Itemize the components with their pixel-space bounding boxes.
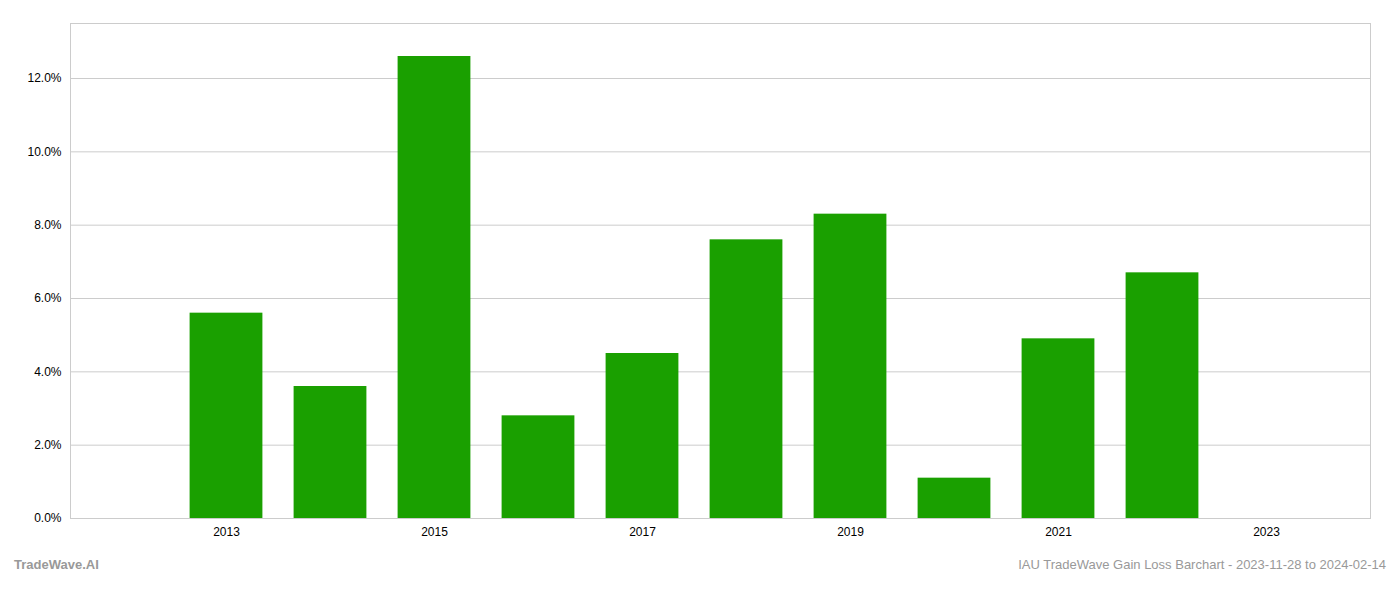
svg-text:2023: 2023 <box>1253 525 1280 539</box>
svg-text:12.0%: 12.0% <box>27 71 61 85</box>
html-text:IAU TradeWave Gain Loss Barcha: IAU TradeWave Gain Loss Barchart - 2023-… <box>1018 557 1386 572</box>
svg-text:2015: 2015 <box>421 525 448 539</box>
svg-text:0.0%: 0.0% <box>34 511 62 525</box>
svg-text:10.0%: 10.0% <box>27 145 61 159</box>
svg-text:2.0%: 2.0% <box>34 438 62 452</box>
svg-text:2013: 2013 <box>213 525 240 539</box>
svg-text:6.0%: 6.0% <box>34 291 62 305</box>
svg-text:2017: 2017 <box>629 525 656 539</box>
svg-text:2021: 2021 <box>1045 525 1072 539</box>
svg-text:8.0%: 8.0% <box>34 218 62 232</box>
svg-text:2019: 2019 <box>837 525 864 539</box>
svg-text:4.0%: 4.0% <box>34 365 62 379</box>
html-text:TradeWave.AI: TradeWave.AI <box>14 557 99 572</box>
